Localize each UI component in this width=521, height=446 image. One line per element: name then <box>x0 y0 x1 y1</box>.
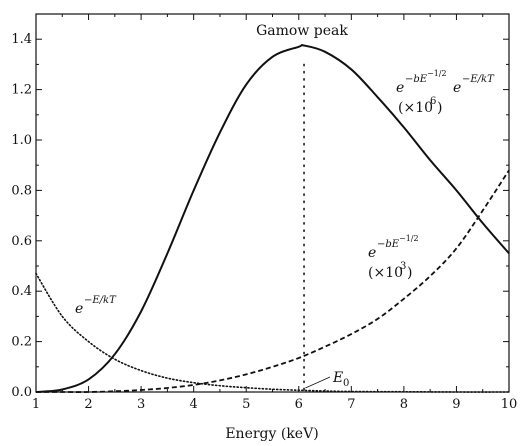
solid-label-scale-exp: 6 <box>430 96 436 107</box>
y-tick-label: 0.0 <box>11 385 32 400</box>
y-tick-label: 0.4 <box>11 284 32 299</box>
dashed-curve-label: e −bE −1/2 (×10 3 ) <box>368 234 419 281</box>
solid-label-e2: e <box>453 80 461 96</box>
e0-symbol: E <box>332 370 343 386</box>
x-tick-label: 8 <box>400 397 408 412</box>
y-tick-label: 1.2 <box>11 83 32 98</box>
e0-pointer <box>305 376 331 389</box>
dotted-label-e: e <box>75 301 83 317</box>
x-tick-label: 1 <box>32 397 40 412</box>
axis-ticks: 1 2 3 4 5 6 7 8 9 10 0.0 0.2 0.4 0.6 0.8 1.0 1.2 1.4 <box>11 13 518 412</box>
dotted-curve-label: e −E/kT <box>75 295 117 317</box>
y-tick-label: 0.8 <box>11 183 32 198</box>
y-tick-label: 0.2 <box>11 335 32 350</box>
x-tick-label: 5 <box>242 397 250 412</box>
x-tick-label: 10 <box>501 397 518 412</box>
solid-label-exp3: −E/kT <box>462 74 495 85</box>
dashed-label-exp1: −bE <box>377 239 400 250</box>
e0-label: E 0 <box>332 370 349 389</box>
dashed-label-scale: (×10 <box>368 265 403 281</box>
series-dotted-line <box>35 272 510 393</box>
x-tick-label: 3 <box>137 397 145 412</box>
e0-subscript: 0 <box>343 378 349 389</box>
series-dashed-line <box>36 169 510 393</box>
dashed-label-scale-exp: 3 <box>400 261 406 272</box>
x-tick-label: 2 <box>84 397 92 412</box>
dashed-label-scale-end: ) <box>407 265 412 281</box>
gamow-peak-label: Gamow peak <box>256 23 348 39</box>
x-axis-label: Energy (keV) <box>225 426 318 442</box>
x-tick-label: 7 <box>347 397 355 412</box>
dashed-label-exp2: −1/2 <box>399 234 419 243</box>
x-tick-label: 9 <box>452 397 460 412</box>
series-layer <box>35 44 510 393</box>
series-solid-line <box>35 44 510 393</box>
solid-label-exp1: −bE <box>405 74 428 85</box>
y-tick-label: 1.4 <box>11 32 32 47</box>
marker-layer <box>303 63 331 393</box>
solid-curve-label: e −bE −1/2 e −E/kT (×10 6 ) <box>396 69 495 116</box>
dotted-label-exp: −E/kT <box>84 295 117 306</box>
solid-label-exp2: −1/2 <box>427 69 447 78</box>
x-tick-label: 6 <box>295 397 303 412</box>
dashed-label-e: e <box>368 245 376 261</box>
y-tick-label: 1.0 <box>11 133 32 148</box>
solid-label-scale-end: ) <box>437 100 442 116</box>
x-tick-label: 4 <box>190 397 198 412</box>
solid-label-scale: (×10 <box>398 100 433 116</box>
solid-label-e1: e <box>396 80 404 96</box>
y-tick-label: 0.6 <box>11 234 32 249</box>
